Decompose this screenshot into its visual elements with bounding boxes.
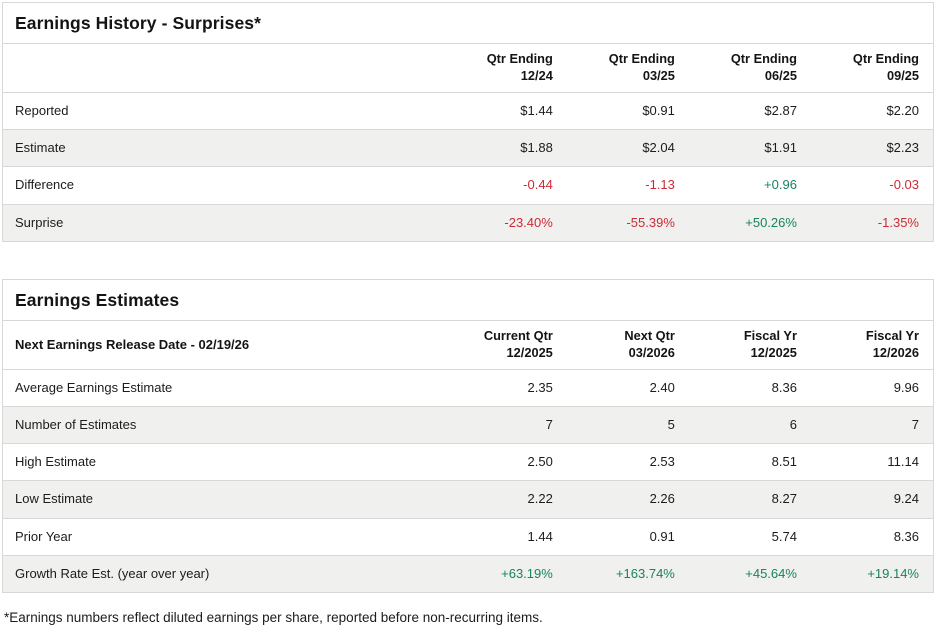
- next-earnings-release-date: Next Earnings Release Date - 02/19/26: [3, 320, 445, 370]
- column-header-fiscal-yr-2025: Fiscal Yr 12/2025: [688, 320, 811, 370]
- earnings-history-table: Qtr Ending 12/24 Qtr Ending 03/25 Qtr En…: [3, 44, 933, 241]
- cell-value: 5.74: [688, 518, 811, 556]
- earnings-estimates-card: Earnings Estimates Next Earnings Release…: [2, 278, 934, 594]
- table-row-number-of-estimates: Number of Estimates 7 5 6 7: [3, 406, 933, 445]
- column-header-line1: Qtr Ending: [852, 51, 919, 66]
- table-row-reported: Reported $1.44 $0.91 $2.87 $2.20: [3, 92, 933, 131]
- row-label: Estimate: [3, 129, 445, 168]
- cell-value-positive: +50.26%: [745, 214, 797, 230]
- row-label: High Estimate: [3, 443, 445, 482]
- cell-value: 1.44: [444, 518, 567, 556]
- cell-value: 8.36: [810, 518, 933, 556]
- row-label: Surprise: [15, 214, 64, 230]
- column-header-line2: 12/2025: [750, 344, 797, 360]
- cell-value-positive: +45.64%: [745, 565, 797, 581]
- cell-value: 9.24: [810, 480, 933, 519]
- cell-value-negative: -1.13: [566, 166, 689, 205]
- cell-value: $1.91: [688, 129, 811, 168]
- cell-value-positive: +19.14%: [867, 565, 919, 581]
- row-label: Prior Year: [3, 518, 445, 556]
- earnings-history-title: Earnings History - Surprises*: [3, 3, 933, 44]
- column-header-line2: 03/25: [642, 67, 675, 83]
- table-row-difference: Difference -0.44 -1.13 +0.96 -0.03: [3, 166, 933, 205]
- cell-value: 8.36: [688, 369, 811, 407]
- column-header-line1: Qtr Ending: [608, 51, 675, 66]
- table-row-estimate: Estimate $1.88 $2.04 $1.91 $2.23: [3, 129, 933, 168]
- cell-value: 7: [444, 406, 567, 445]
- column-header-line2: 12/24: [520, 67, 553, 83]
- cell-value: 6: [688, 406, 811, 445]
- cell-value: 0.91: [566, 518, 689, 556]
- earnings-history-card: Earnings History - Surprises* Qtr Ending…: [2, 2, 934, 242]
- column-header-qtr-1224: Qtr Ending 12/24: [444, 44, 567, 93]
- earnings-footnote: *Earnings numbers reflect diluted earnin…: [4, 610, 543, 625]
- table-row-high-estimate: High Estimate 2.50 2.53 8.51 11.14: [3, 443, 933, 482]
- column-header-line1: Current Qtr: [483, 327, 553, 343]
- cell-value-negative: -1.35%: [877, 214, 919, 230]
- row-label: Average Earnings Estimate: [3, 369, 445, 407]
- cell-value: 2.50: [444, 443, 567, 482]
- cell-value: $2.87: [688, 92, 811, 131]
- cell-value: $1.88: [444, 129, 567, 168]
- column-header-qtr-0925: Qtr Ending 09/25: [810, 44, 933, 93]
- cell-value: 2.35: [444, 369, 567, 407]
- cell-value-negative: -23.40%: [504, 214, 553, 230]
- column-header-line2: 12/2025: [506, 344, 553, 360]
- column-header-fiscal-yr-2026: Fiscal Yr 12/2026: [810, 320, 933, 370]
- row-label: Reported: [3, 92, 445, 131]
- cell-value: 11.14: [810, 443, 933, 482]
- column-header-line2: 06/25: [764, 67, 797, 83]
- column-header-line1: Fiscal Yr: [865, 327, 919, 343]
- column-header-current-qtr: Current Qtr 12/2025: [444, 320, 567, 370]
- earnings-estimates-title: Earnings Estimates: [3, 280, 933, 321]
- row-label: Growth Rate Est. (year over year): [15, 565, 210, 581]
- column-header-next-qtr: Next Qtr 03/2026: [566, 320, 689, 370]
- table-row-prior-year: Prior Year 1.44 0.91 5.74 8.36: [3, 518, 933, 556]
- cell-value-negative: -55.39%: [626, 214, 675, 230]
- cell-value-negative: -0.44: [444, 166, 567, 205]
- cell-value: $2.20: [810, 92, 933, 131]
- cell-value: 5: [566, 406, 689, 445]
- table-row-low-estimate: Low Estimate 2.22 2.26 8.27 9.24: [3, 480, 933, 519]
- earnings-estimates-header-row: Next Earnings Release Date - 02/19/26 Cu…: [3, 320, 933, 370]
- cell-value: $2.04: [566, 129, 689, 168]
- cell-value: $0.91: [566, 92, 689, 131]
- cell-value-positive: +0.96: [688, 166, 811, 205]
- column-header-qtr-0325: Qtr Ending 03/25: [566, 44, 689, 93]
- column-header-line2: 12/2026: [872, 344, 919, 360]
- column-header-qtr-0625: Qtr Ending 06/25: [688, 44, 811, 93]
- cell-value: $1.44: [444, 92, 567, 131]
- column-header-line1: Qtr Ending: [486, 51, 553, 66]
- column-header-line1: Qtr Ending: [730, 51, 797, 66]
- cell-value-negative: -0.03: [810, 166, 933, 205]
- table-row-average-earnings-estimate: Average Earnings Estimate 2.35 2.40 8.36…: [3, 369, 933, 407]
- cell-value: 7: [810, 406, 933, 445]
- cell-value: 2.40: [566, 369, 689, 407]
- cell-value: 2.22: [444, 480, 567, 519]
- table-row-surprise: Surprise -23.40% -55.39% +50.26% -1.35%: [3, 204, 933, 241]
- cell-value: 8.51: [688, 443, 811, 482]
- row-label: Difference: [3, 166, 445, 205]
- cell-value-positive: +63.19%: [501, 565, 553, 581]
- column-header-line1: Next Qtr: [624, 327, 675, 343]
- table-row-growth-rate-est: Growth Rate Est. (year over year) +63.19…: [3, 555, 933, 593]
- column-header-line2: 03/2026: [628, 344, 675, 360]
- cell-value-positive: +163.74%: [615, 565, 675, 581]
- cell-value: 8.27: [688, 480, 811, 519]
- row-label: Low Estimate: [3, 480, 445, 519]
- column-header-line1: Fiscal Yr: [743, 327, 797, 343]
- cell-value: $2.23: [810, 129, 933, 168]
- earnings-history-header-row: Qtr Ending 12/24 Qtr Ending 03/25 Qtr En…: [3, 44, 933, 93]
- row-label: Number of Estimates: [3, 406, 445, 445]
- header-spacer-cell: [3, 44, 445, 93]
- cell-value: 2.26: [566, 480, 689, 519]
- cell-value: 2.53: [566, 443, 689, 482]
- earnings-estimates-table: Next Earnings Release Date - 02/19/26 Cu…: [3, 320, 933, 593]
- cell-value: 9.96: [810, 369, 933, 407]
- column-header-line2: 09/25: [886, 67, 919, 83]
